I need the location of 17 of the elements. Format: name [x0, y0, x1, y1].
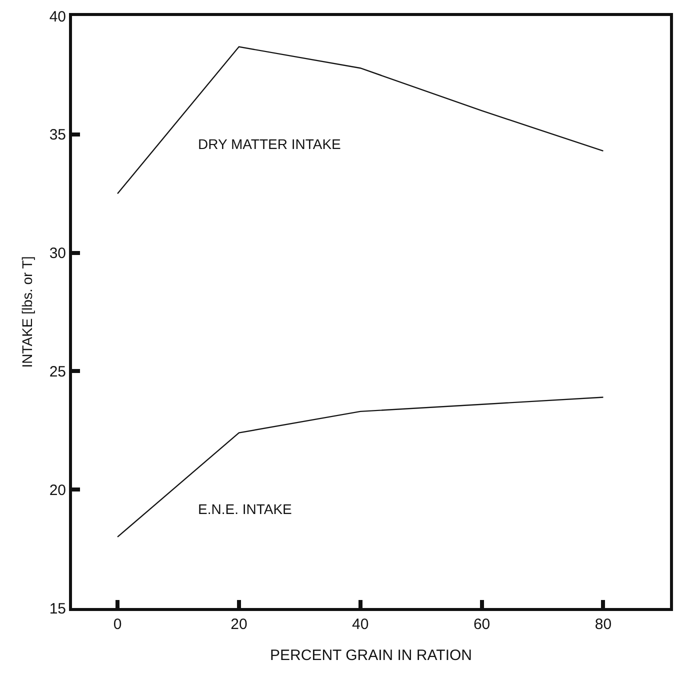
- y-tick-label: 35: [49, 126, 66, 144]
- y-axis-title: INTAKE [lbs. or T]: [18, 256, 35, 368]
- x-tick-label: 0: [113, 616, 122, 633]
- y-tick-label: 40: [49, 8, 66, 26]
- line-series: [116, 396, 604, 538]
- x-axis-title: PERCENT GRAIN IN RATION: [270, 647, 472, 664]
- series-label: E.N.E. INTAKE: [198, 501, 292, 517]
- x-tick-label: 20: [230, 616, 248, 633]
- x-tick-label: 40: [352, 616, 369, 633]
- y-tick-label: 20: [49, 482, 66, 499]
- x-tick-label: 60: [473, 616, 490, 633]
- y-tick-label: 30: [49, 245, 66, 262]
- series-label: DRY MATTER INTAKE: [198, 136, 341, 152]
- y-tick-label: 15: [49, 600, 66, 618]
- line-series: [116, 46, 604, 194]
- x-tick-label: 80: [594, 616, 612, 633]
- y-tick-label: 25: [49, 363, 66, 380]
